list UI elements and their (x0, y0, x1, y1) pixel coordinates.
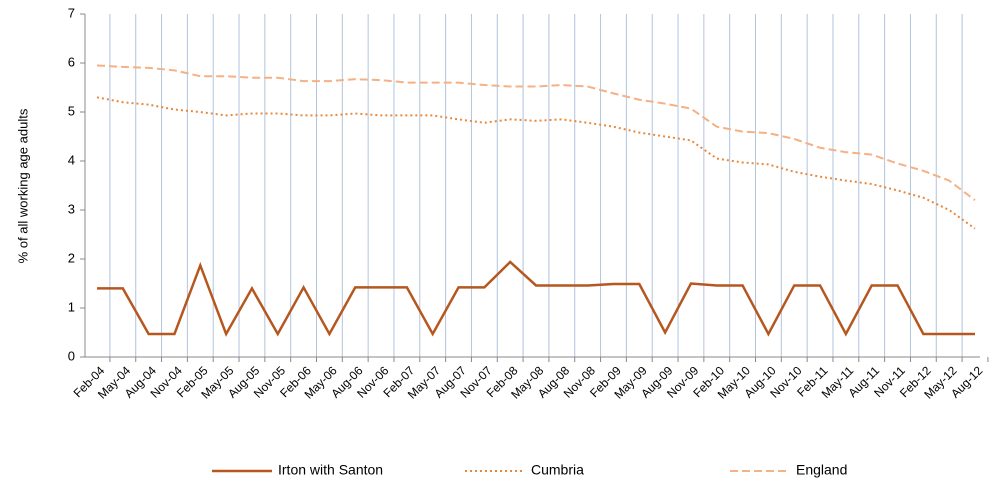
y-tick-label: 6 (68, 54, 75, 69)
y-tick-label: 2 (68, 250, 75, 265)
series-line (96, 64, 976, 201)
y-tick-label: 1 (68, 299, 75, 314)
y-tick-label: 7 (68, 5, 75, 20)
legend-label: England (796, 462, 847, 478)
y-tick-label: 3 (68, 201, 75, 216)
legend-label: Irton with Santon (278, 462, 383, 478)
y-tick-label: 0 (68, 348, 75, 363)
y-tick-label: 5 (68, 103, 75, 118)
series-line (97, 260, 975, 337)
legend-label: Cumbria (531, 462, 584, 478)
y-tick-label: 4 (68, 152, 75, 167)
y-axis-label: % of all working age adults (15, 108, 30, 263)
series-line (96, 96, 976, 230)
